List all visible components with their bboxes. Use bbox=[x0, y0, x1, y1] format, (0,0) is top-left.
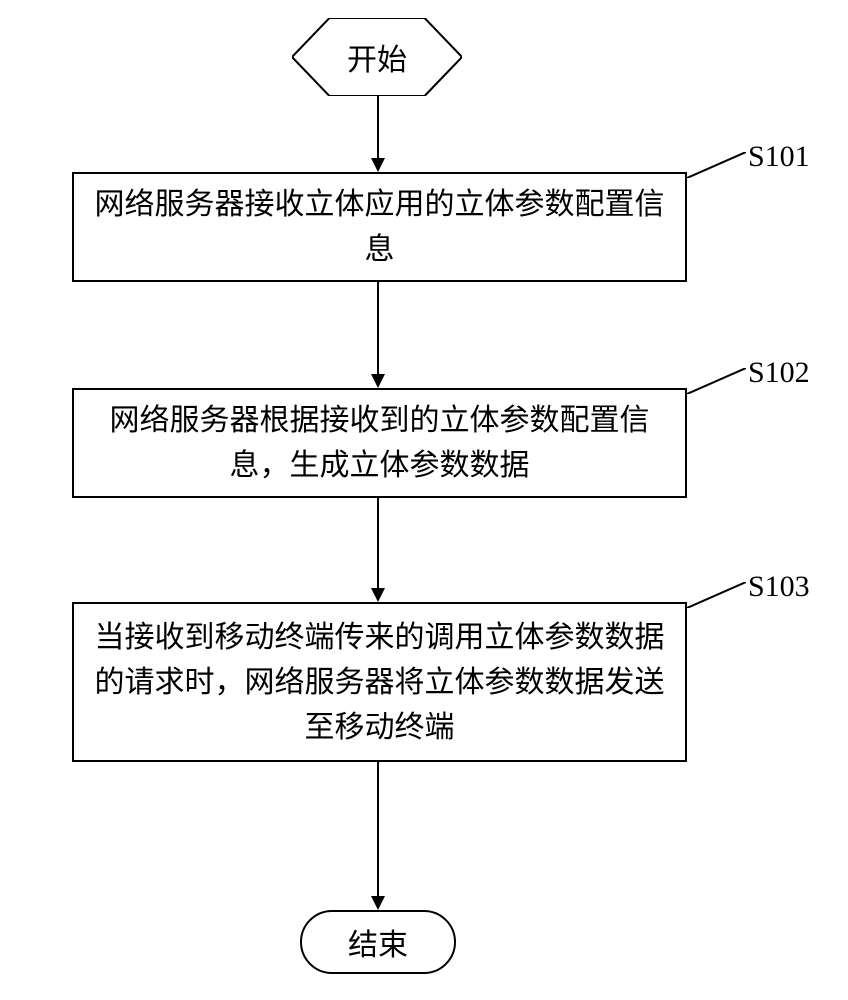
process-step-2: 网络服务器根据接收到的立体参数配置信息，生成立体参数数据 bbox=[72, 388, 687, 498]
flow-arrow bbox=[370, 498, 386, 602]
end-label: 结束 bbox=[348, 920, 408, 964]
process-step-1: 网络服务器接收立体应用的立体参数配置信息 bbox=[72, 172, 687, 282]
start-label: 开始 bbox=[347, 35, 407, 79]
flow-arrow bbox=[370, 96, 386, 172]
step-id-label: S101 bbox=[748, 140, 810, 174]
end-node: 结束 bbox=[300, 910, 456, 974]
process-step-3: 当接收到移动终端传来的调用立体参数数据的请求时，网络服务器将立体参数数据发送至移… bbox=[72, 602, 687, 762]
process-step-text: 当接收到移动终端传来的调用立体参数数据的请求时，网络服务器将立体参数数据发送至移… bbox=[94, 615, 665, 750]
flow-arrow bbox=[370, 282, 386, 388]
leader-line bbox=[687, 152, 746, 178]
step-id-label: S103 bbox=[748, 570, 810, 604]
step-id-label: S102 bbox=[748, 356, 810, 390]
process-step-text: 网络服务器接收立体应用的立体参数配置信息 bbox=[94, 182, 665, 272]
leader-line bbox=[687, 368, 746, 394]
flow-arrow bbox=[370, 762, 386, 910]
start-node: 开始 bbox=[292, 18, 462, 96]
process-step-text: 网络服务器根据接收到的立体参数配置信息，生成立体参数数据 bbox=[94, 398, 665, 488]
leader-line bbox=[687, 582, 746, 608]
